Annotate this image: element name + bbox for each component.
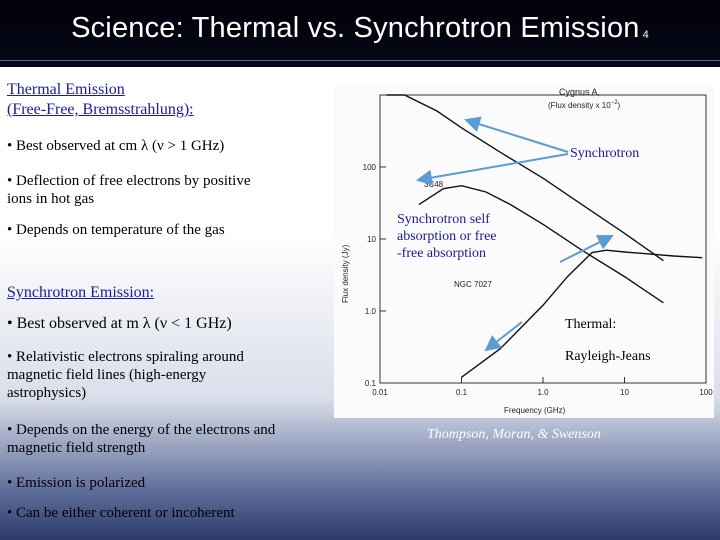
spectrum-figure: 0.01 0.1 1.0 10 100 100 10 1.0 0.1 Flux density … xyxy=(334,83,714,418)
arrow-thermal xyxy=(484,321,523,352)
synchrotron-bullet-2-cont2: astrophysics) xyxy=(7,385,87,401)
thermal-annotation: Thermal: xyxy=(565,317,617,332)
series-label-3c48: 3C48 xyxy=(424,180,444,189)
arrow-synchrotron-1 xyxy=(464,116,569,153)
thermal-heading-line1: Thermal Emission xyxy=(7,81,125,98)
thermal-bullet-1: • Best observed at cm λ (ν > 1 GHz) xyxy=(7,138,225,154)
x-tick-label: 100 xyxy=(699,388,713,397)
series-label-ngc7027: NGC 7027 xyxy=(454,280,492,289)
x-axis-label: Frequency (GHz) xyxy=(504,406,566,415)
synchrotron-bullet-4: • Emission is polarized xyxy=(7,475,146,491)
x-tick-label: 0.1 xyxy=(456,388,468,397)
rayleigh-jeans-annotation: Rayleigh-Jeans xyxy=(565,349,651,364)
synchrotron-bullet-2-cont1: magnetic field lines (high-energy xyxy=(7,367,207,383)
arrow-self-absorption xyxy=(559,235,614,263)
self-absorption-line2: absorption or free xyxy=(397,229,497,244)
synchrotron-bullet-3: • Depends on the energy of the electrons… xyxy=(7,422,276,438)
y-tick-label: 0.1 xyxy=(365,379,377,388)
cygnus-legend-line1: Cygnus A, xyxy=(559,87,600,97)
credit-citation: Thompson, Moran, & Swenson xyxy=(427,427,601,442)
title-divider xyxy=(0,60,720,61)
cygnus-legend-line2: (Flux density x 10−2) xyxy=(548,100,621,110)
synchrotron-bullet-1: • Best observed at m λ (ν < 1 GHz) xyxy=(7,315,232,332)
page-number: 4 xyxy=(642,29,649,41)
x-tick-label: 1.0 xyxy=(537,388,549,397)
synchrotron-bullet-5: • Can be either coherent or incoherent xyxy=(7,505,235,521)
self-absorption-line3: -free absorption xyxy=(397,246,487,261)
y-axis-label: Flux density (Jy) xyxy=(341,244,350,303)
arrow-synchrotron-2 xyxy=(416,153,569,186)
synchrotron-heading: Synchrotron Emission: xyxy=(7,284,155,301)
x-tick-label: 0.01 xyxy=(372,388,388,397)
thermal-bullet-3: • Depends on temperature of the gas xyxy=(7,222,225,238)
synchrotron-bullet-2: • Relativistic electrons spiraling aroun… xyxy=(7,349,244,365)
y-tick-label: 10 xyxy=(367,235,376,244)
y-tick-label: 100 xyxy=(363,163,377,172)
y-tick-label: 1.0 xyxy=(365,307,377,316)
thermal-bullet-2-cont: ions in hot gas xyxy=(7,191,95,207)
self-absorption-line1: Synchrotron self xyxy=(397,212,490,227)
thermal-bullet-2: • Deflection of free electrons by positi… xyxy=(7,173,251,189)
x-tick-label: 10 xyxy=(620,388,629,397)
series-line-2 xyxy=(461,249,703,378)
series-line-0 xyxy=(386,94,664,262)
synchrotron-bullet-3-cont: magnetic field strength xyxy=(7,440,146,456)
thermal-heading-line2: (Free-Free, Bremsstrahlung): xyxy=(7,101,194,118)
series-line-1 xyxy=(418,184,664,304)
synchrotron-annotation: Synchrotron xyxy=(570,146,640,161)
slide-title: Science: Thermal vs. Synchrotron Emissio… xyxy=(71,12,649,44)
